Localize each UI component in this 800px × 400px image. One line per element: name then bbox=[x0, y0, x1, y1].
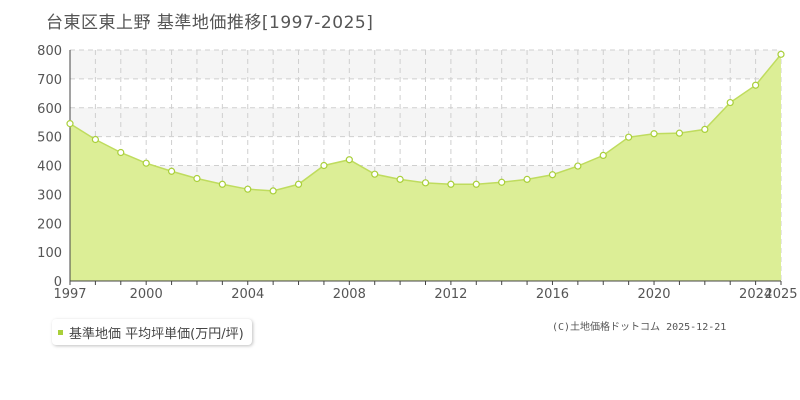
data-points bbox=[66, 50, 785, 195]
data-point bbox=[117, 148, 125, 157]
data-point bbox=[447, 180, 455, 188]
y-tick-label: 700 bbox=[37, 73, 62, 88]
y-tick-label: 400 bbox=[37, 160, 62, 175]
data-point bbox=[320, 161, 328, 170]
legend: 基準地価 平均坪単価(万円/坪) bbox=[52, 319, 252, 345]
y-tick-label: 800 bbox=[37, 44, 62, 59]
data-point bbox=[548, 171, 557, 179]
data-point bbox=[421, 179, 430, 187]
y-tick-label: 200 bbox=[37, 217, 62, 232]
x-tick-label: 1997 bbox=[53, 287, 86, 302]
credit-text: (C)土地価格ドットコム 2025-12-21 bbox=[552, 322, 727, 333]
x-tick-label: 2000 bbox=[130, 287, 163, 302]
y-tick-labels: 0 100 200 300 400 500 600 700 800 bbox=[37, 44, 62, 290]
x-tick-label: 2004 bbox=[231, 287, 264, 302]
data-point bbox=[726, 98, 734, 107]
data-point bbox=[91, 135, 99, 144]
data-point bbox=[625, 133, 633, 141]
x-tick-label: 2008 bbox=[333, 287, 366, 302]
x-tick-label: 2020 bbox=[637, 287, 670, 302]
y-tick-label: 0 bbox=[54, 275, 62, 290]
y-tick-label: 300 bbox=[37, 188, 62, 203]
axes bbox=[69, 50, 782, 285]
x-tick-label: 2025 bbox=[764, 287, 797, 302]
data-point bbox=[752, 81, 760, 89]
series-area bbox=[70, 54, 781, 281]
data-point bbox=[167, 167, 176, 175]
data-point bbox=[777, 50, 785, 58]
data-point bbox=[675, 129, 684, 137]
data-point bbox=[66, 120, 74, 128]
chart-title: 台東区東上野 基準地価推移[1997-2025] bbox=[46, 13, 374, 33]
data-point bbox=[193, 174, 201, 183]
data-point bbox=[371, 170, 379, 178]
data-point bbox=[701, 125, 709, 134]
data-point bbox=[472, 180, 480, 188]
x-tick-label: 2016 bbox=[536, 287, 569, 302]
legend-swatch bbox=[58, 329, 63, 335]
data-point bbox=[294, 180, 303, 188]
data-point bbox=[269, 187, 277, 195]
data-point bbox=[218, 180, 226, 188]
data-point bbox=[523, 175, 531, 183]
y-tick-label: 600 bbox=[37, 102, 62, 117]
data-point bbox=[599, 151, 607, 159]
x-tick-label: 2024 bbox=[739, 287, 772, 302]
data-point bbox=[345, 156, 353, 164]
data-point bbox=[244, 185, 252, 193]
y-tick-label: 500 bbox=[37, 131, 62, 146]
data-point bbox=[650, 130, 658, 138]
data-point bbox=[498, 178, 506, 186]
data-point bbox=[142, 159, 150, 167]
y-tick-label: 100 bbox=[37, 246, 62, 261]
data-point bbox=[396, 175, 404, 183]
legend-label: 基準地価 平均坪単価(万円/坪) bbox=[69, 326, 244, 342]
x-tick-label: 2012 bbox=[434, 287, 467, 302]
data-point bbox=[574, 162, 582, 170]
